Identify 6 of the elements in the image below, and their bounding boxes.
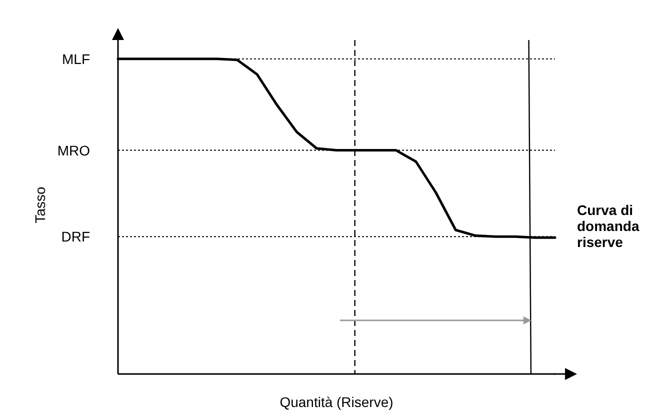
ref-line-label: MRO: [57, 142, 90, 158]
series-label: Curva di domanda riserve: [577, 202, 640, 250]
ref-line-label: DRF: [61, 228, 90, 245]
x-axis-title: Quantità (Riserve): [278, 394, 394, 410]
ref-line-label: MLF: [62, 50, 90, 67]
y-axis-title: Tasso: [32, 186, 48, 226]
